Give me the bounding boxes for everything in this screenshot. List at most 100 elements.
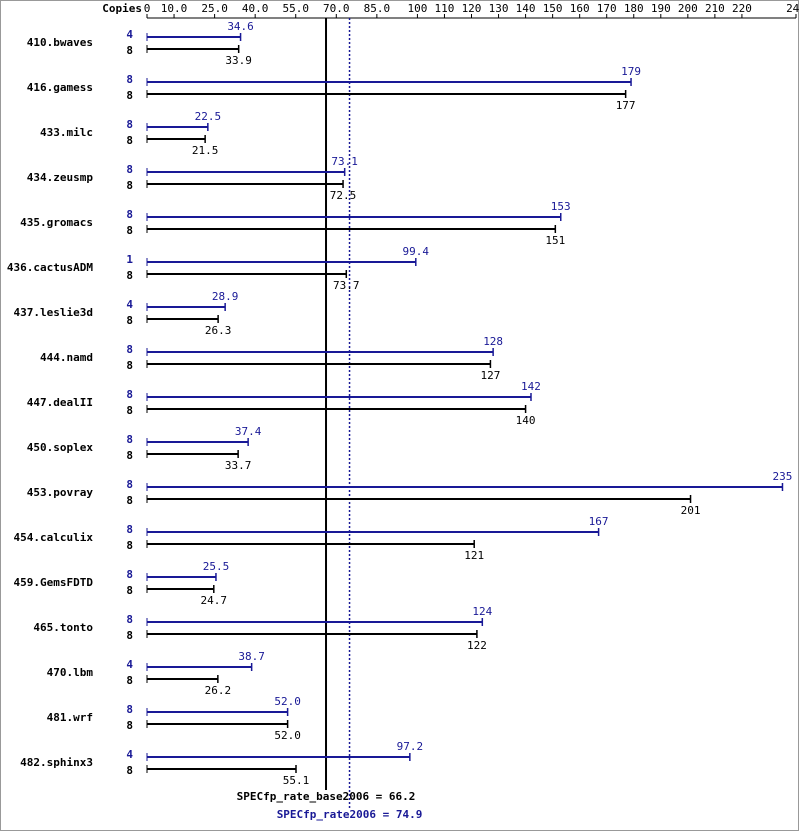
copies-label: 4 <box>126 748 133 761</box>
x-tick-label: 240 <box>786 2 799 15</box>
x-tick-label: 200 <box>678 2 698 15</box>
copies-label: 8 <box>126 314 133 327</box>
value-label: 153 <box>551 200 571 213</box>
value-label: 151 <box>545 234 565 247</box>
x-axis-label: Copies <box>102 2 142 15</box>
copies-label: 8 <box>126 208 133 221</box>
value-label: 122 <box>467 639 487 652</box>
copies-label: 8 <box>126 343 133 356</box>
value-label: 22.5 <box>195 110 222 123</box>
value-label: 52.0 <box>274 695 301 708</box>
x-tick-label: 210 <box>705 2 725 15</box>
x-tick-label: 85.0 <box>364 2 391 15</box>
copies-label: 8 <box>126 478 133 491</box>
copies-label: 1 <box>126 253 133 266</box>
copies-label: 8 <box>126 568 133 581</box>
x-tick-label: 170 <box>597 2 617 15</box>
value-label: 140 <box>516 414 536 427</box>
copies-label: 8 <box>126 674 133 687</box>
copies-label: 8 <box>126 629 133 642</box>
value-label: 38.7 <box>238 650 265 663</box>
value-label: 179 <box>621 65 641 78</box>
copies-label: 8 <box>126 433 133 446</box>
copies-label: 4 <box>126 658 133 671</box>
category-label: 453.povray <box>27 486 94 499</box>
copies-label: 8 <box>126 73 133 86</box>
x-tick-label: 0 <box>144 2 151 15</box>
category-label: 437.leslie3d <box>14 306 93 319</box>
value-label: 33.9 <box>225 54 252 67</box>
category-label: 433.milc <box>40 126 93 139</box>
copies-label: 8 <box>126 269 133 282</box>
value-label: 25.5 <box>203 560 230 573</box>
category-label: 410.bwaves <box>27 36 93 49</box>
category-label: 416.gamess <box>27 81 93 94</box>
value-label: 201 <box>681 504 701 517</box>
category-label: 470.lbm <box>47 666 94 679</box>
copies-label: 8 <box>126 388 133 401</box>
copies-label: 8 <box>126 494 133 507</box>
copies-label: 4 <box>126 298 133 311</box>
value-label: 34.6 <box>227 20 254 33</box>
value-label: 128 <box>483 335 503 348</box>
category-label: 454.calculix <box>14 531 94 544</box>
copies-label: 8 <box>126 163 133 176</box>
value-label: 28.9 <box>212 290 239 303</box>
x-tick-label: 55.0 <box>282 2 309 15</box>
copies-label: 8 <box>126 523 133 536</box>
x-tick-label: 150 <box>543 2 563 15</box>
category-label: 444.namd <box>40 351 93 364</box>
x-tick-label: 220 <box>732 2 752 15</box>
x-tick-label: 130 <box>489 2 509 15</box>
copies-label: 8 <box>126 584 133 597</box>
value-label: 99.4 <box>403 245 430 258</box>
value-label: 24.7 <box>201 594 228 607</box>
copies-label: 8 <box>126 703 133 716</box>
x-tick-label: 140 <box>516 2 536 15</box>
x-tick-label: 160 <box>570 2 590 15</box>
x-tick-label: 110 <box>435 2 455 15</box>
copies-label: 8 <box>126 764 133 777</box>
x-tick-label: 70.0 <box>323 2 350 15</box>
copies-label: 8 <box>126 719 133 732</box>
x-tick-label: 40.0 <box>242 2 269 15</box>
category-label: 434.zeusmp <box>27 171 94 184</box>
x-tick-label: 10.0 <box>161 2 188 15</box>
category-label: 435.gromacs <box>20 216 93 229</box>
value-label: 37.4 <box>235 425 262 438</box>
value-label: 167 <box>589 515 609 528</box>
reference-label: SPECfp_rate2006 = 74.9 <box>277 808 423 821</box>
value-label: 33.7 <box>225 459 252 472</box>
value-label: 73.7 <box>333 279 360 292</box>
copies-label: 8 <box>126 118 133 131</box>
copies-label: 8 <box>126 449 133 462</box>
value-label: 21.5 <box>192 144 219 157</box>
reference-label: SPECfp_rate_base2006 = 66.2 <box>237 790 416 803</box>
copies-label: 8 <box>126 359 133 372</box>
category-label: 447.dealII <box>27 396 93 409</box>
copies-label: 8 <box>126 404 133 417</box>
copies-label: 8 <box>126 613 133 626</box>
category-label: 481.wrf <box>47 711 93 724</box>
copies-label: 8 <box>126 179 133 192</box>
copies-label: 8 <box>126 134 133 147</box>
value-label: 235 <box>773 470 793 483</box>
x-tick-label: 190 <box>651 2 671 15</box>
value-label: 52.0 <box>274 729 301 742</box>
category-label: 465.tonto <box>33 621 93 634</box>
x-tick-label: 180 <box>624 2 644 15</box>
value-label: 73.1 <box>331 155 358 168</box>
value-label: 121 <box>464 549 484 562</box>
copies-label: 8 <box>126 89 133 102</box>
copies-label: 8 <box>126 44 133 57</box>
category-label: 482.sphinx3 <box>20 756 93 769</box>
category-label: 459.GemsFDTD <box>14 576 94 589</box>
copies-label: 8 <box>126 539 133 552</box>
value-label: 72.5 <box>330 189 357 202</box>
category-label: 450.soplex <box>27 441 94 454</box>
copies-label: 4 <box>126 28 133 41</box>
category-label: 436.cactusADM <box>7 261 93 274</box>
value-label: 124 <box>472 605 492 618</box>
value-label: 26.3 <box>205 324 232 337</box>
